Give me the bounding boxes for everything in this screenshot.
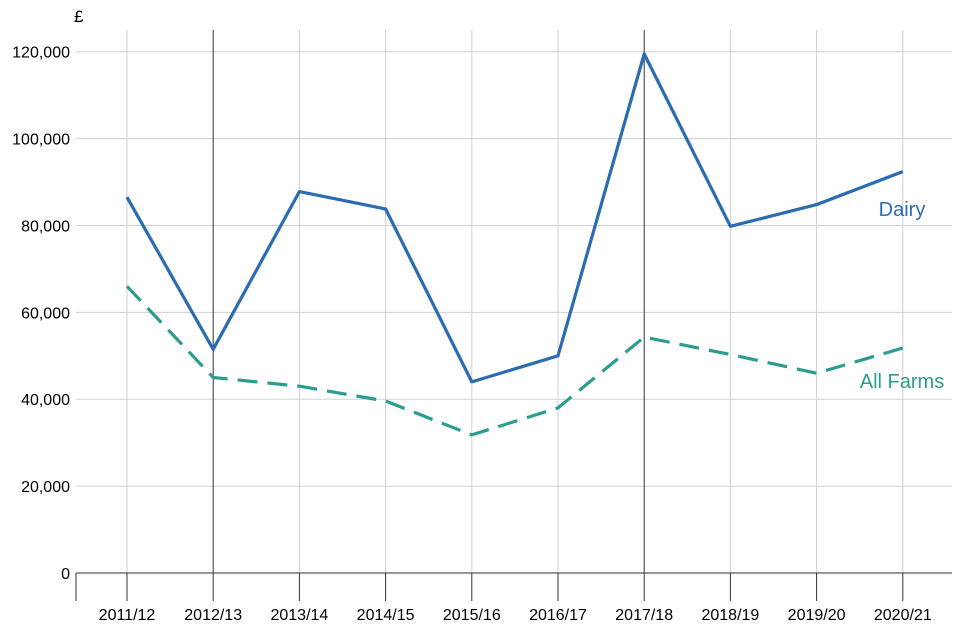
series-line-dairy bbox=[125, 52, 904, 384]
y-unit-label: £ bbox=[74, 7, 84, 26]
y-tick-label: 40,000 bbox=[21, 392, 70, 409]
x-tick-label: 2016/17 bbox=[529, 607, 587, 624]
x-tick-label: 2018/19 bbox=[701, 607, 759, 624]
y-tick-label: 80,000 bbox=[21, 218, 70, 235]
axes bbox=[75, 572, 952, 601]
y-tick-label: 100,000 bbox=[12, 132, 70, 149]
x-tick-label: 2012/13 bbox=[184, 607, 242, 624]
x-tick-label: 2015/16 bbox=[443, 607, 501, 624]
y-tick-label: 20,000 bbox=[21, 479, 70, 496]
x-tick-label: 2017/18 bbox=[615, 607, 673, 624]
x-tick-label: 2019/20 bbox=[788, 607, 846, 624]
gridlines bbox=[76, 30, 952, 573]
series-line-all-farms bbox=[125, 285, 904, 437]
y-tick-label: 60,000 bbox=[21, 305, 70, 322]
x-tick-label: 2014/15 bbox=[357, 607, 415, 624]
y-tick-label: 120,000 bbox=[12, 45, 70, 62]
highlight-lines bbox=[212, 30, 645, 573]
x-tick-label: 2013/14 bbox=[270, 607, 328, 624]
x-tick-label: 2011/12 bbox=[99, 607, 156, 624]
y-tick-labels: 0 20,000 40,000 60,000 80,000 100,000 120,000 bbox=[12, 45, 70, 583]
series-lines bbox=[125, 52, 904, 437]
x-tick-labels: 2011/12 2012/13 2013/14 2014/15 2015/16 2016/… bbox=[99, 607, 932, 624]
y-tick-label: 0 bbox=[61, 566, 70, 583]
series-label-dairy: Dairy bbox=[879, 199, 926, 221]
series-labels: Dairy All Farms bbox=[860, 199, 944, 393]
series-label-all-farms: All Farms bbox=[860, 371, 944, 393]
x-tick-label: 2020/21 bbox=[874, 607, 932, 624]
